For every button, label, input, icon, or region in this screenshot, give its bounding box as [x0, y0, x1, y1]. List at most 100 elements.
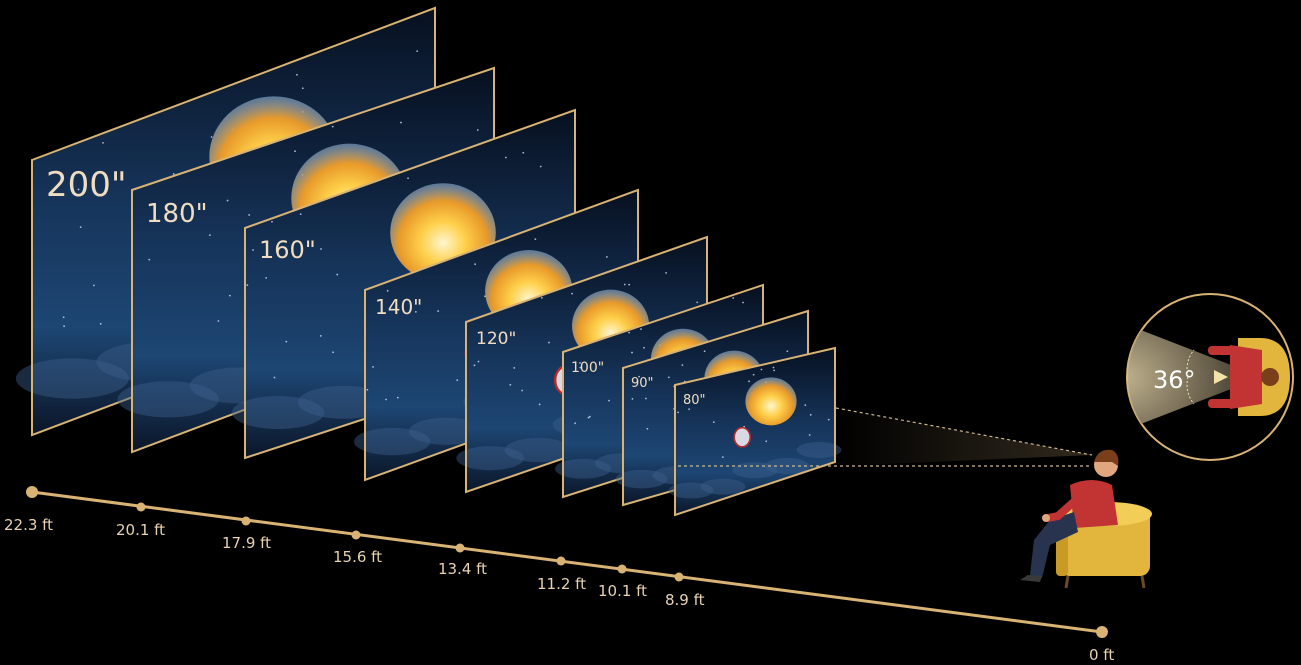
cloud	[504, 437, 573, 463]
star	[172, 173, 175, 175]
star	[588, 415, 591, 418]
star	[477, 360, 480, 363]
star	[217, 320, 220, 322]
star	[473, 364, 476, 367]
star	[385, 398, 387, 401]
star	[271, 220, 273, 223]
screen-size-label: 180"	[146, 199, 208, 229]
star	[273, 376, 276, 379]
distance-marker	[674, 572, 684, 582]
distance-marker	[556, 556, 566, 566]
star	[721, 456, 724, 459]
star	[372, 366, 374, 368]
distance-marker	[1096, 626, 1108, 638]
viewing-beam	[678, 407, 1093, 467]
star	[742, 301, 744, 304]
screen-stack: 200" 180" 160" 140" 120" 100" 90" 80"	[15, 6, 842, 517]
screen-size-label: 90"	[631, 376, 654, 391]
distance-label: 11.2 ft	[537, 575, 586, 593]
star	[99, 322, 102, 325]
distance-label: 22.3 ft	[4, 516, 53, 534]
star	[437, 310, 440, 312]
small-balloon	[733, 426, 752, 448]
star	[534, 238, 537, 241]
cloud	[117, 381, 219, 418]
star	[773, 369, 776, 372]
star	[102, 141, 104, 144]
distance-marker	[241, 516, 251, 526]
distance-marker	[351, 530, 361, 540]
star	[665, 271, 667, 274]
star	[509, 383, 512, 386]
star	[808, 434, 811, 436]
cloud	[231, 396, 325, 430]
star	[252, 249, 254, 251]
star	[631, 397, 634, 400]
star	[571, 292, 574, 295]
star	[226, 199, 229, 202]
star	[456, 379, 459, 382]
screen-panel	[675, 348, 835, 515]
star	[703, 350, 706, 353]
star	[623, 283, 626, 286]
star	[62, 316, 65, 319]
star	[579, 366, 582, 369]
viewing-angle-inset: 36°	[1126, 293, 1294, 461]
star	[645, 397, 647, 400]
star	[366, 388, 369, 391]
star	[320, 248, 322, 250]
star	[786, 350, 789, 353]
star	[752, 373, 755, 376]
star	[548, 341, 550, 344]
star	[400, 121, 402, 124]
star	[640, 328, 642, 331]
distance-label: 8.9 ft	[665, 591, 705, 609]
star	[407, 177, 409, 180]
star	[148, 258, 151, 261]
star	[246, 284, 249, 287]
cloud	[555, 458, 611, 479]
star	[732, 297, 735, 299]
distance-label: 13.4 ft	[438, 560, 487, 578]
balloon	[745, 377, 797, 426]
star	[667, 376, 670, 379]
cloud	[615, 469, 668, 489]
star	[643, 346, 645, 349]
star	[265, 276, 268, 279]
star	[608, 399, 610, 402]
screen-size-label: 120"	[476, 329, 516, 349]
star	[688, 408, 691, 411]
star	[476, 129, 479, 131]
screen-size-label: 80"	[683, 393, 706, 408]
star	[285, 340, 288, 343]
star	[299, 213, 302, 216]
star	[579, 361, 581, 364]
star	[631, 351, 633, 354]
star	[522, 151, 525, 154]
star	[474, 263, 477, 266]
viewing-angle-label: 36°	[1153, 366, 1196, 394]
star	[574, 422, 577, 425]
cloud	[15, 358, 129, 399]
star	[540, 296, 543, 299]
star	[539, 165, 542, 168]
distance-axis: 22.3 ft 20.1 ft 17.9 ft 15.6 ft 13.4 ft 11.2 …	[4, 486, 1114, 664]
star	[513, 367, 516, 369]
star	[827, 418, 830, 421]
star	[63, 325, 65, 328]
distance-label: 17.9 ft	[222, 534, 271, 552]
star	[332, 351, 334, 354]
star	[804, 404, 807, 407]
star	[638, 375, 641, 378]
cloud	[354, 427, 431, 456]
distance-label: 10.1 ft	[598, 582, 647, 600]
screen-7: 80"	[668, 346, 842, 517]
star	[77, 188, 80, 191]
star	[748, 380, 750, 383]
cloud	[732, 462, 778, 479]
star	[331, 125, 334, 128]
star	[180, 213, 183, 216]
distance-label: 20.1 ft	[116, 521, 165, 539]
star	[92, 284, 95, 287]
